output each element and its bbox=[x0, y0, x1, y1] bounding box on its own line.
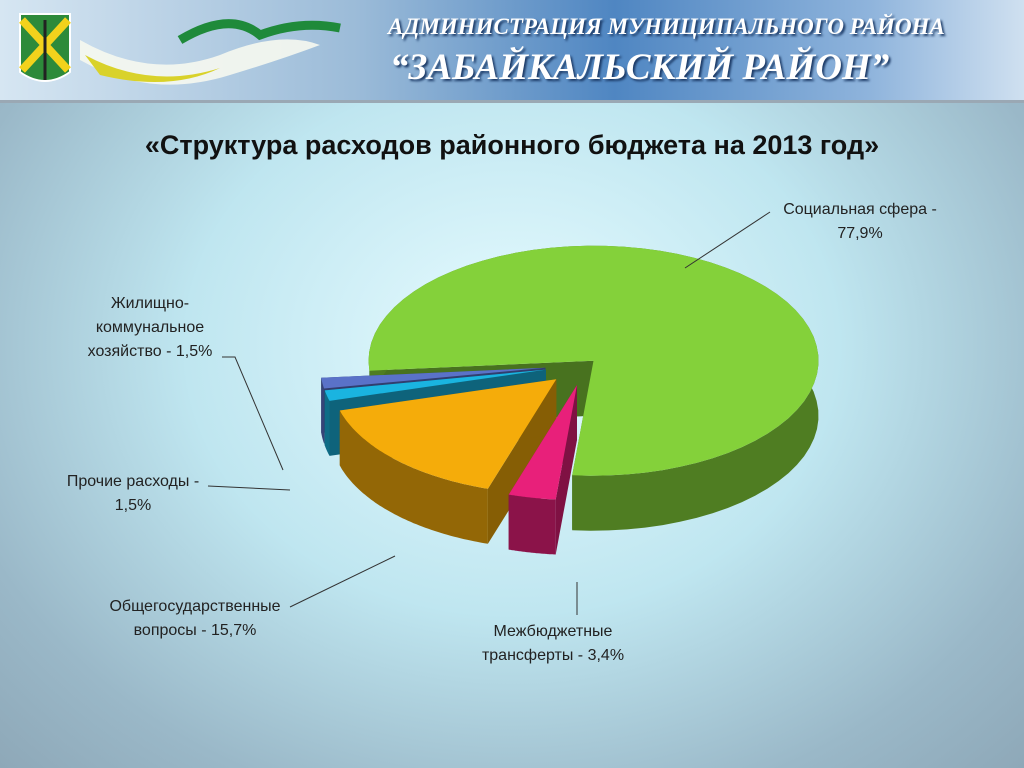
header-title: “ЗАБАЙКАЛЬСКИЙ РАЙОН” bbox=[390, 47, 890, 88]
slice bbox=[368, 245, 819, 476]
slice-side bbox=[321, 377, 325, 444]
slice bbox=[324, 369, 546, 401]
leader-line bbox=[222, 356, 284, 471]
leader-line bbox=[684, 211, 771, 269]
slice-side bbox=[324, 390, 330, 456]
header-line: АДМИНИСТРАЦИЯ МУНИЦИПАЛЬНОГО РАЙОНА bbox=[388, 14, 945, 39]
slice bbox=[508, 385, 577, 500]
leader-line bbox=[207, 485, 291, 491]
slice-side bbox=[508, 494, 556, 555]
chart-title: «Структура расходов районного бюджета на… bbox=[144, 130, 880, 160]
data-label: Общегосударственные вопросы - 15,7% bbox=[109, 598, 281, 639]
slice-side bbox=[339, 410, 488, 544]
data-label: Жилищно-коммунальное хозяйство - 1,5% bbox=[87, 295, 213, 360]
logo-art bbox=[19, 13, 341, 85]
data-label: Прочие расходы - 1,5% bbox=[66, 473, 200, 514]
data-label: Межбюджетные трансферты - 3,4% bbox=[481, 623, 625, 664]
slice bbox=[321, 367, 546, 389]
slice bbox=[339, 379, 557, 489]
leader-line bbox=[289, 555, 396, 608]
data-label: Социальная сфера - 77,9% bbox=[783, 201, 937, 242]
banner: АДМИНИСТРАЦИЯ МУНИЦИПАЛЬНОГО РАЙОНА “ЗАБ… bbox=[0, 0, 1024, 103]
